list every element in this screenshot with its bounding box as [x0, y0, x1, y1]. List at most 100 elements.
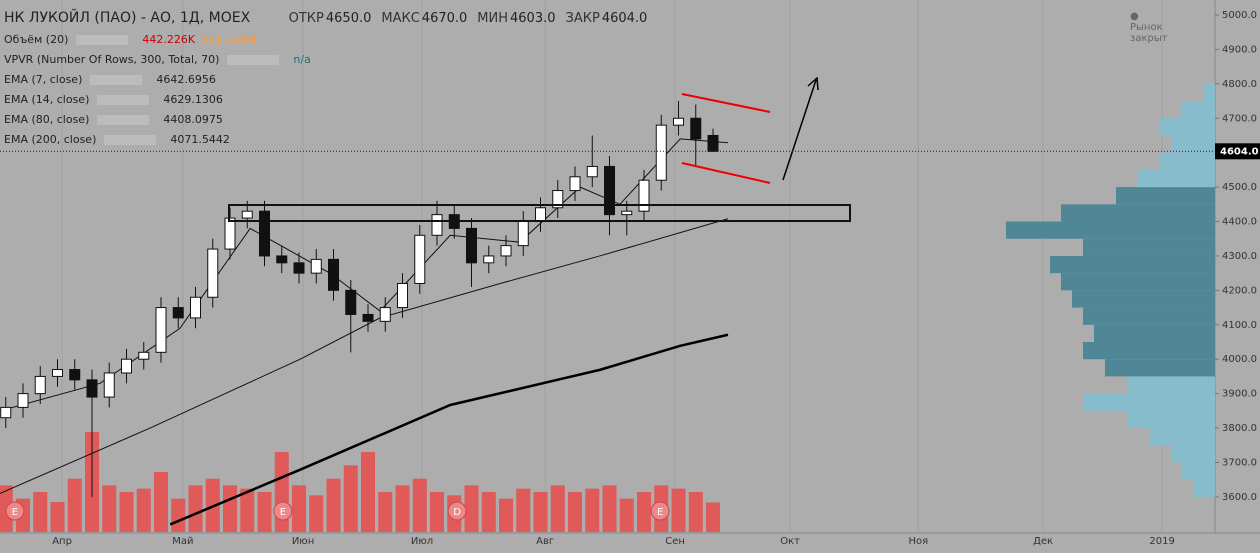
y-tick-label: 4400.0 — [1222, 217, 1257, 228]
indicator-row: VPVR (Number Of Rows, 300, Total, 70) n/a — [4, 50, 311, 70]
profile-bar — [1083, 341, 1215, 360]
indicator-row: EMA (80, close) 4408.0975 — [4, 110, 311, 130]
volume-bar — [136, 488, 151, 532]
volume-bar — [619, 498, 634, 532]
candle-body — [0, 406, 12, 419]
indicator-value: 4071.5442 — [170, 133, 230, 146]
candle-body — [52, 369, 64, 377]
candle-body — [293, 262, 305, 274]
channel-line — [681, 162, 771, 184]
y-tick-label: 3800.0 — [1222, 423, 1257, 434]
volume-bar — [378, 492, 393, 532]
candle-body — [345, 289, 357, 315]
indicator-name: EMA (80, close) — [4, 113, 90, 126]
indicator-name: VPVR (Number Of Rows, 300, Total, 70) — [4, 53, 220, 66]
volume-bar — [361, 452, 376, 532]
candle-body — [121, 358, 133, 374]
indicator-buttons — [227, 55, 280, 65]
indicator-row: EMA (14, close) 4629.1306 — [4, 90, 311, 110]
candle-body — [103, 372, 115, 398]
candle-body — [414, 234, 426, 284]
event-marker — [273, 501, 293, 521]
x-tick-label: Июл — [411, 536, 433, 547]
volume-bar — [464, 485, 479, 532]
indicator-buttons — [97, 95, 150, 105]
volume-bar — [533, 492, 548, 532]
volume-bar — [602, 485, 617, 532]
x-tick-label: Авг — [536, 536, 554, 547]
candle-body — [690, 117, 702, 140]
indicator-buttons — [76, 35, 129, 45]
volume-bar — [481, 492, 496, 532]
volume-bar — [292, 485, 307, 532]
volume-bar — [688, 492, 703, 532]
candle-body — [155, 307, 167, 353]
profile-bar — [1160, 118, 1215, 136]
candle-body — [259, 210, 271, 257]
candle-body — [535, 207, 547, 223]
market-status-text: Рынок закрыт — [1130, 22, 1168, 44]
volume-bar — [326, 478, 341, 532]
volume-bar — [309, 495, 324, 532]
volume-bar — [395, 485, 410, 532]
profile-bar — [1061, 273, 1215, 291]
indicator-buttons — [97, 115, 150, 125]
x-tick-label: Окт — [780, 536, 800, 547]
profile-bar — [1193, 479, 1215, 497]
indicator-buttons — [90, 75, 143, 85]
candle-body — [224, 217, 236, 250]
indicator-value: 4642.6956 — [156, 73, 216, 86]
volume-bar — [33, 492, 48, 532]
indicator-name: EMA (7, close) — [4, 73, 83, 86]
event-label: E — [12, 507, 18, 518]
channel-line — [681, 93, 771, 113]
profile-bar — [1061, 204, 1215, 222]
profile-bar — [1160, 152, 1215, 170]
x-tick-label: Сен — [665, 536, 685, 547]
event-marker — [447, 501, 467, 521]
candle-body — [34, 375, 46, 395]
x-tick-label: Ноя — [908, 536, 928, 547]
volume-bar — [223, 485, 238, 532]
y-tick-label: 4800.0 — [1222, 79, 1257, 90]
last-price-box — [1215, 143, 1260, 160]
arrow — [782, 79, 817, 181]
profile-bar — [1127, 376, 1215, 394]
y-tick-label: 4700.0 — [1222, 113, 1257, 124]
event-label: E — [657, 507, 663, 518]
volume-bar — [188, 485, 203, 532]
volume-bar — [585, 488, 600, 532]
candle-body — [604, 165, 616, 216]
x-tick-label: Дек — [1033, 536, 1053, 547]
profile-bar — [1083, 238, 1215, 256]
volume-bar — [343, 465, 358, 532]
y-tick-label: 4100.0 — [1222, 320, 1257, 331]
candle-body — [138, 351, 150, 360]
candle-body — [86, 379, 98, 398]
ohlc-label: ОТКР — [288, 11, 324, 26]
volume-bar — [550, 485, 565, 532]
profile-bar — [1050, 255, 1215, 274]
candle-body — [397, 282, 409, 309]
candle-body — [431, 214, 443, 236]
y-tick-label: 4900.0 — [1222, 44, 1257, 55]
arrow-head — [807, 76, 819, 91]
y-tick-label: 4000.0 — [1222, 354, 1257, 365]
zone-rect — [228, 204, 851, 222]
profile-bar — [1127, 410, 1215, 429]
event-marker — [650, 501, 670, 521]
volume-bar — [50, 502, 65, 532]
profile-bar — [1204, 83, 1215, 102]
candle-body — [517, 221, 529, 247]
candle-body — [276, 255, 288, 264]
indicator-name: Объём (20) — [4, 33, 69, 46]
event-marker — [5, 501, 25, 521]
volume-bar — [240, 488, 255, 532]
profile-bar — [1171, 445, 1215, 463]
candle-body — [707, 134, 719, 152]
candle-body — [621, 210, 633, 216]
x-tick-label: Июн — [292, 536, 314, 547]
ohlc-value: 4604.0 — [601, 11, 648, 26]
profile-bar — [1182, 462, 1215, 480]
